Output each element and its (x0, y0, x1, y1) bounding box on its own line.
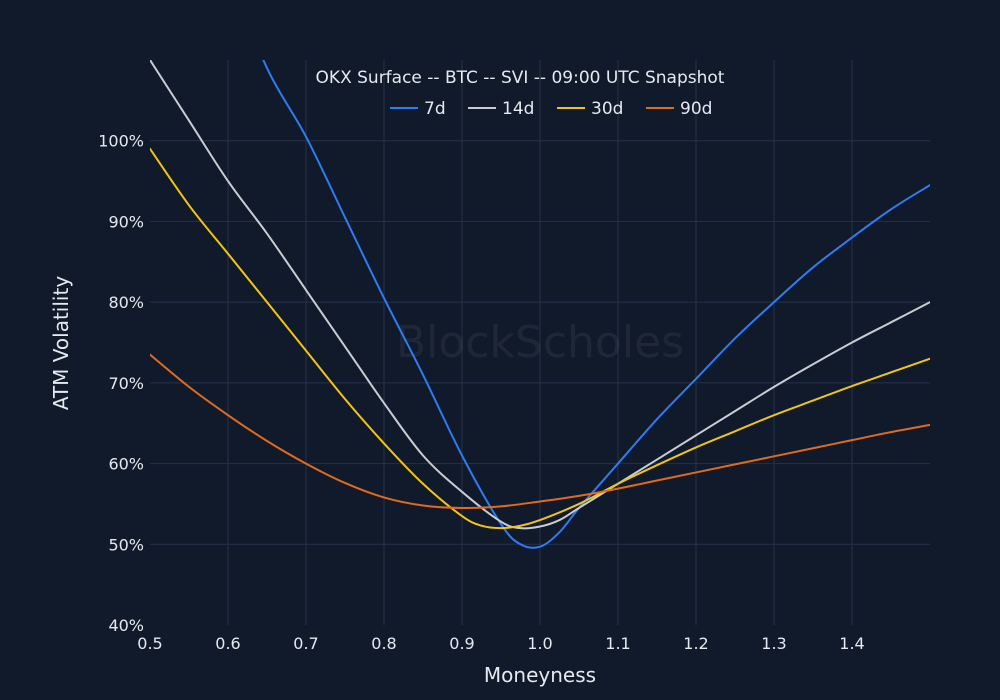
chart-title: OKX Surface -- BTC -- SVI -- 09:00 UTC S… (316, 68, 725, 88)
x-tick-label: 1.4 (839, 634, 864, 653)
x-tick-label: 0.8 (371, 634, 396, 653)
legend-item-14d[interactable]: 14d (468, 99, 534, 119)
x-axis-title: Moneyness (484, 663, 596, 687)
x-tick-label: 1.2 (683, 634, 708, 653)
x-tick-label: 1.1 (605, 634, 630, 653)
y-axis-ticks: 40% 50% 60% 70% 80% 90% 100% (98, 132, 144, 635)
y-tick-label: 50% (108, 535, 144, 554)
series-line-30d (150, 147, 930, 530)
y-tick-label: 90% (108, 212, 144, 231)
x-tick-label: 0.9 (449, 634, 474, 653)
legend-label: 30d (591, 99, 623, 119)
legend-item-90d[interactable]: 90d (646, 99, 712, 119)
x-tick-label: 1.3 (761, 634, 786, 653)
x-tick-label: 0.5 (137, 634, 162, 653)
series-line-90d (150, 353, 930, 509)
legend-item-30d[interactable]: 30d (557, 99, 623, 119)
legend-label: 14d (502, 99, 534, 119)
series-group (150, 60, 930, 549)
legend: 7d 14d 30d 90d (390, 99, 712, 119)
y-tick-label: 80% (108, 293, 144, 312)
grid (150, 60, 930, 625)
x-tick-label: 0.7 (293, 634, 318, 653)
x-tick-label: 1.0 (527, 634, 552, 653)
legend-label: 90d (680, 99, 712, 119)
watermark-text: BlockScholes (396, 317, 684, 368)
y-tick-label: 70% (108, 374, 144, 393)
series-line-14d (150, 60, 930, 530)
series-line-7d (262, 60, 930, 549)
legend-label: 7d (424, 99, 446, 119)
y-tick-label: 100% (98, 132, 144, 151)
x-axis-ticks: 0.5 0.6 0.7 0.8 0.9 1.0 1.1 1.2 1.3 1.4 (137, 634, 864, 653)
y-axis-title: ATM Volatility (49, 276, 73, 410)
x-tick-label: 0.6 (215, 634, 240, 653)
y-tick-label: 40% (108, 616, 144, 635)
legend-item-7d[interactable]: 7d (390, 99, 446, 119)
y-tick-label: 60% (108, 455, 144, 474)
